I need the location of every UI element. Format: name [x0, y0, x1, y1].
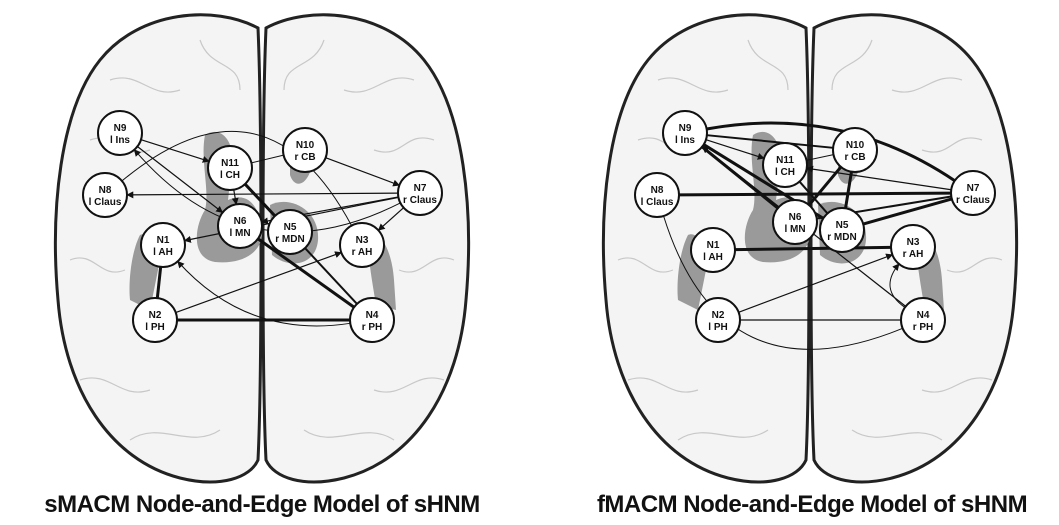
node-region: r PH [913, 322, 934, 333]
node: N5r MDN [820, 208, 864, 252]
node-id: N6 [234, 216, 247, 227]
node: N9l Ins [663, 111, 707, 155]
node-region: l AH [153, 247, 173, 258]
node: N4r PH [350, 298, 394, 342]
node-region: l Ins [675, 135, 695, 146]
node-id: N7 [967, 183, 980, 194]
node-id: N8 [99, 185, 112, 196]
node: N8l Claus [83, 173, 127, 217]
node-region: l MN [784, 224, 805, 235]
node-region: l Ins [110, 135, 130, 146]
node-id: N9 [114, 123, 127, 134]
node-region: l Claus [641, 197, 674, 208]
node-region: r Claus [403, 195, 437, 206]
node: N2l PH [133, 298, 177, 342]
node-id: N8 [651, 185, 664, 196]
node: N8l Claus [635, 173, 679, 217]
node: N7r Claus [398, 171, 442, 215]
node-id: N4 [917, 310, 930, 321]
node-id: N3 [907, 237, 920, 248]
panel-title: sMACM Node-and-Edge Model of sHNM [44, 491, 479, 518]
node-region: r CB [844, 152, 865, 163]
node-region: r PH [362, 322, 383, 333]
node-id: N3 [356, 235, 369, 246]
node-region: l PH [145, 322, 164, 333]
node: N10r CB [833, 128, 877, 172]
node-region: l AH [703, 252, 723, 263]
node-id: N1 [707, 240, 720, 251]
node-id: N11 [221, 158, 239, 169]
node: N1l AH [141, 223, 185, 267]
node-region: l Claus [89, 197, 122, 208]
node-id: N2 [712, 310, 725, 321]
node-region: r AH [352, 247, 373, 258]
node-region: r MDN [275, 234, 304, 245]
node-region: l PH [708, 322, 727, 333]
node-id: N5 [836, 220, 849, 231]
edge [679, 193, 951, 195]
node-region: r Claus [956, 195, 990, 206]
node-region: r MDN [827, 232, 856, 243]
brain-left [55, 15, 468, 482]
node-id: N6 [789, 212, 802, 223]
node: N11l CH [763, 143, 807, 187]
node-region: l CH [775, 167, 795, 178]
node: N2l PH [696, 298, 740, 342]
page: {"panels": [ {"title": "sMACM Node-and-E… [0, 0, 1059, 525]
node-id: N7 [414, 183, 427, 194]
node: N6l MN [773, 200, 817, 244]
node: N6l MN [218, 204, 262, 248]
node-id: N1 [157, 235, 170, 246]
panel-title: fMACM Node-and-Edge Model of sHNM [597, 491, 1027, 518]
node-region: r CB [294, 152, 315, 163]
node: N3r AH [891, 225, 935, 269]
node-id: N10 [296, 140, 315, 151]
node: N4r PH [901, 298, 945, 342]
node-id: N5 [284, 222, 297, 233]
node: N9l Ins [98, 111, 142, 155]
node: N1l AH [691, 228, 735, 272]
node-id: N4 [366, 310, 379, 321]
node: N7r Claus [951, 171, 995, 215]
node: N5r MDN [268, 210, 312, 254]
node-region: r AH [903, 249, 924, 260]
figure: N1l AHN2l PHN3r AHN4r PHN5r MDNN6l MNN7r… [0, 0, 1059, 525]
node-region: l CH [220, 170, 240, 181]
node-id: N11 [776, 155, 794, 166]
node-id: N10 [846, 140, 865, 151]
node-id: N2 [149, 310, 162, 321]
node: N3r AH [340, 223, 384, 267]
node-id: N9 [679, 123, 692, 134]
node-region: l MN [229, 228, 250, 239]
